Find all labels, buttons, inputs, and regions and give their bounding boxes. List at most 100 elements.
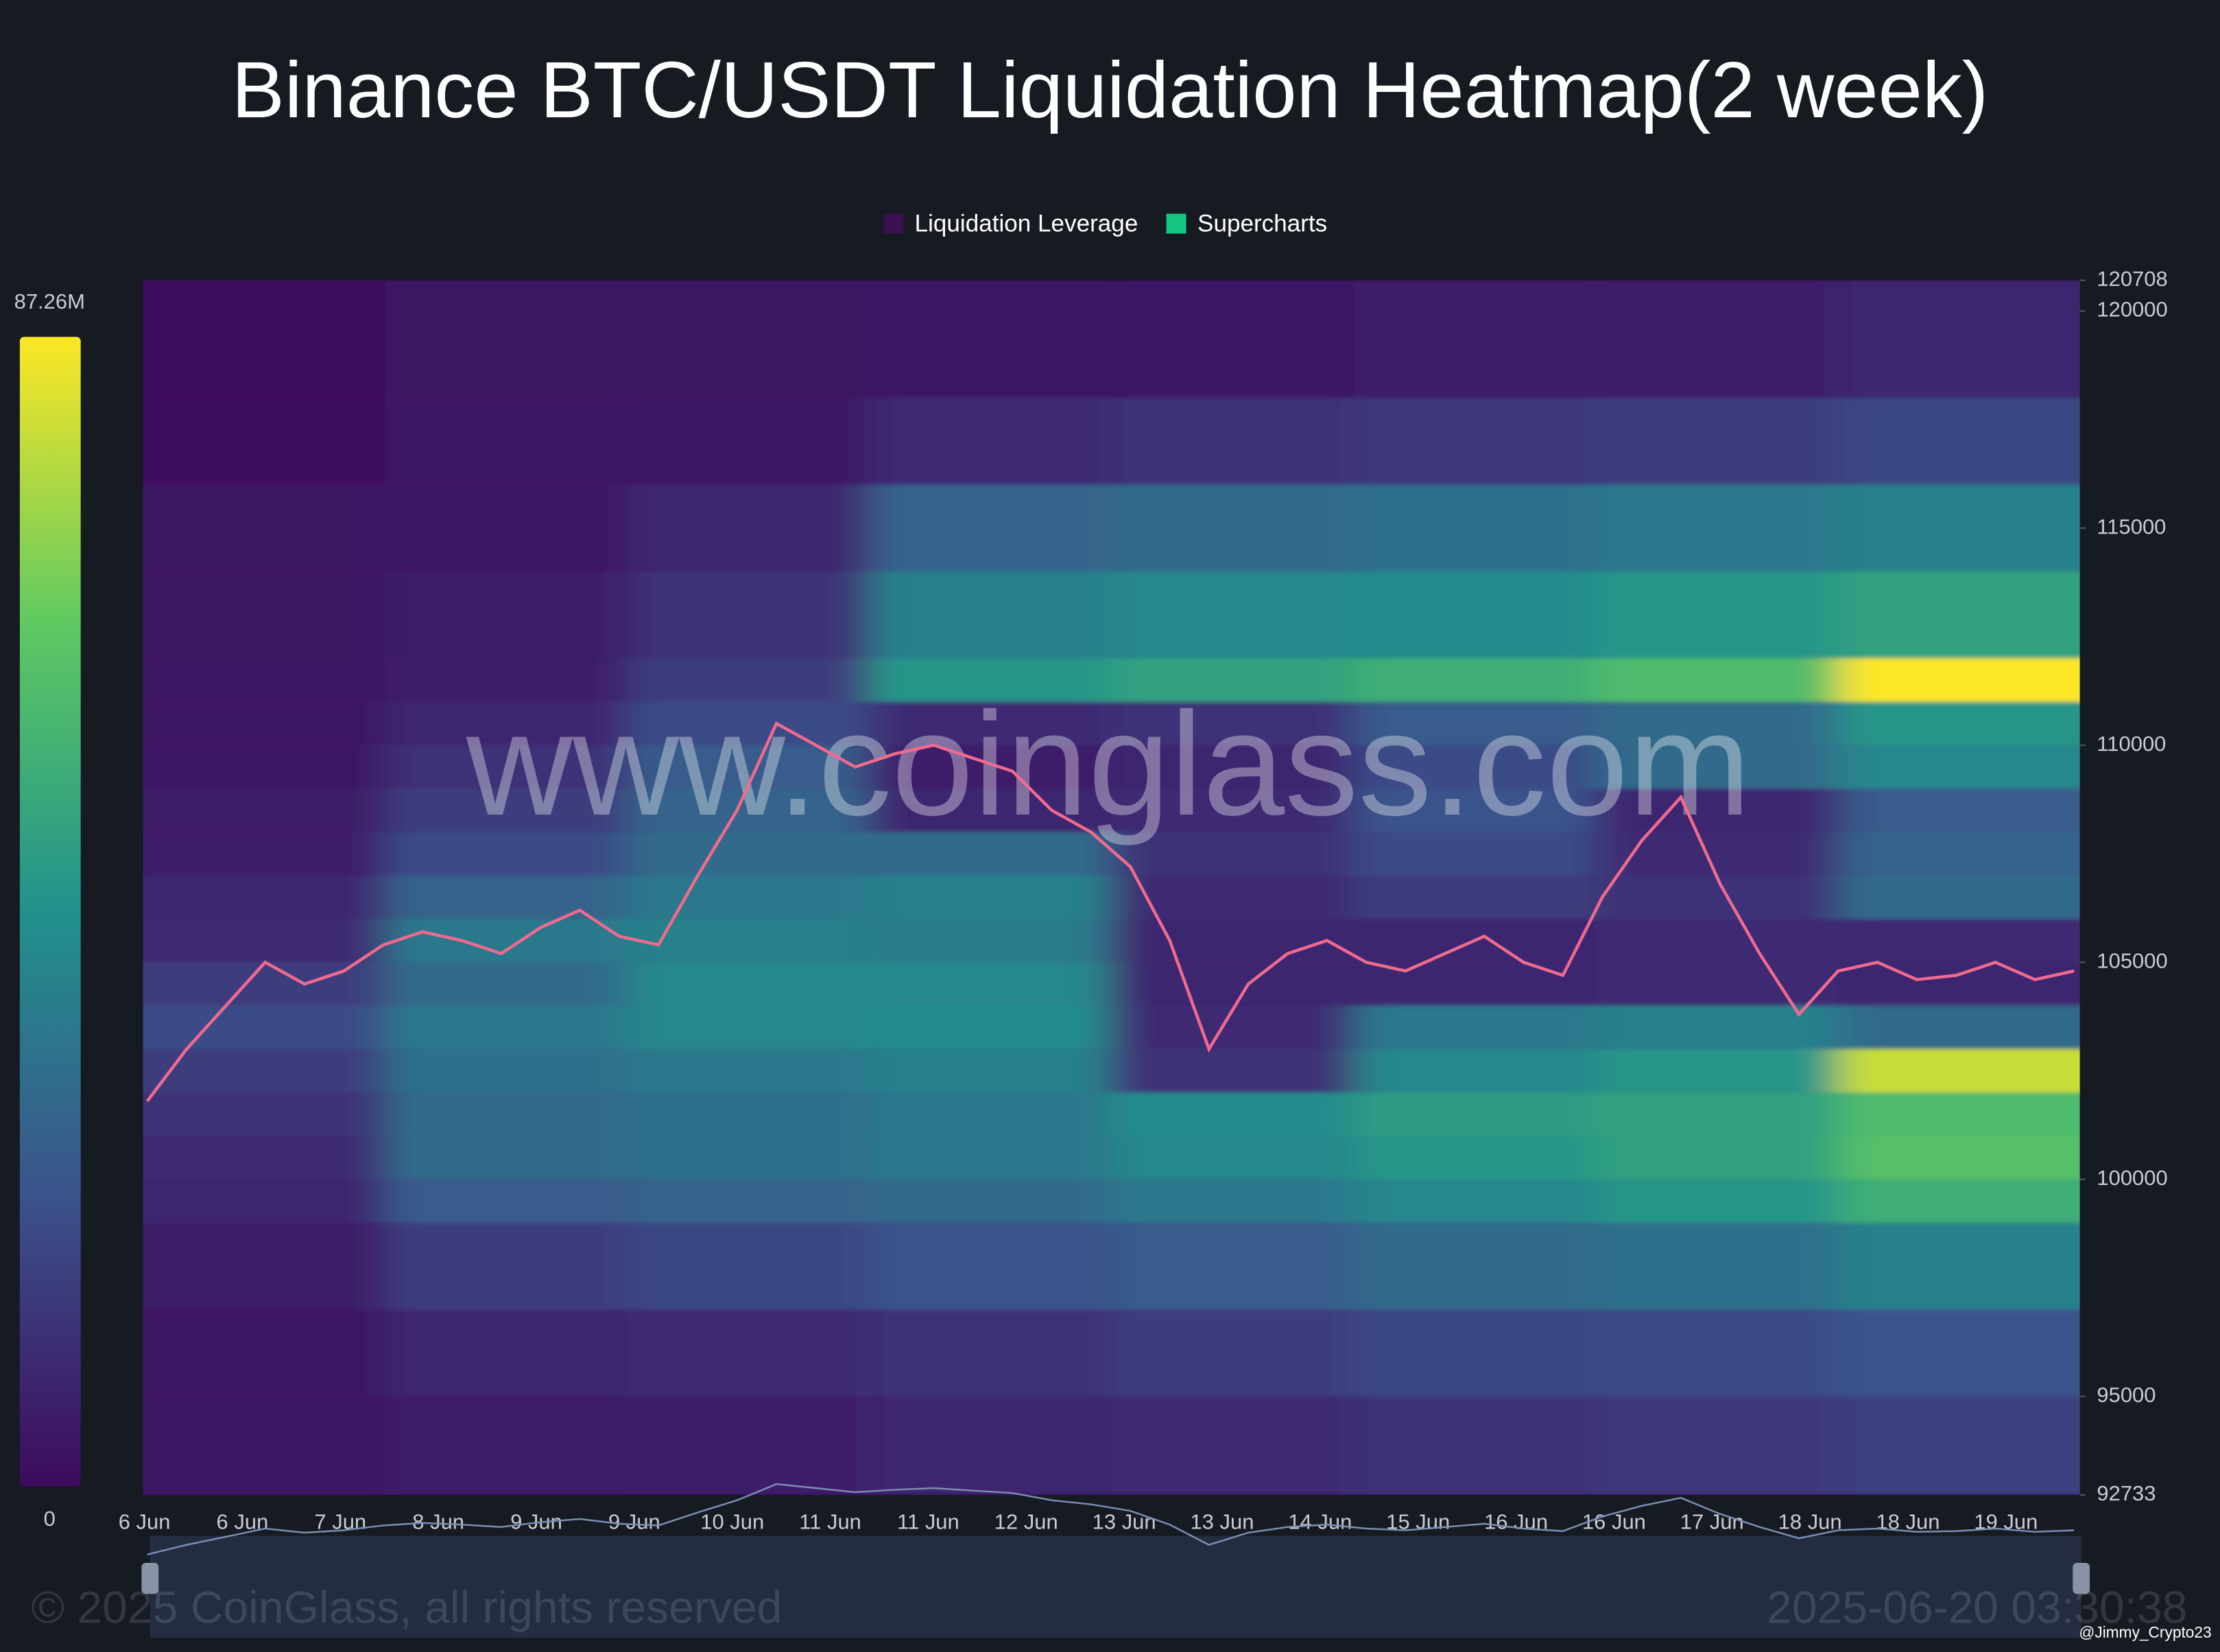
heat-cell — [1111, 788, 1354, 833]
y-tick-label: 115000 — [2097, 514, 2166, 538]
heat-cell — [385, 702, 628, 745]
heat-cell — [869, 398, 1112, 485]
heat-cell — [1837, 832, 2080, 876]
heat-cell — [1595, 1396, 1838, 1495]
heat-cell — [627, 788, 870, 833]
heat-cell — [1837, 1049, 2080, 1093]
heat-cell — [1111, 918, 1354, 963]
legend-swatch — [1166, 213, 1186, 234]
heat-cell — [1837, 658, 2080, 702]
heat-cell — [627, 571, 870, 659]
timestamp: 2025-06-20 03:30:38 — [1767, 1582, 2187, 1633]
heat-cell — [627, 1309, 870, 1397]
heat-cell — [1111, 1136, 1354, 1180]
heat-cell — [1111, 1092, 1354, 1136]
heat-cell — [1837, 1005, 2080, 1049]
heat-cell — [1837, 1136, 2080, 1180]
heat-cell — [385, 1092, 628, 1136]
heat-cell — [627, 484, 870, 572]
heat-cell — [143, 1179, 385, 1223]
heat-cell — [869, 1005, 1112, 1049]
heat-cell — [1111, 658, 1354, 702]
heat-cell — [627, 1396, 870, 1495]
heat-cell — [1111, 571, 1354, 659]
heat-cell — [869, 1223, 1112, 1310]
x-tick-label: 17 Jun — [1680, 1509, 1744, 1533]
heat-cell — [627, 1223, 870, 1310]
heat-cell — [627, 1049, 870, 1093]
heat-cell — [385, 1396, 628, 1495]
x-tick-label: 8 Jun — [412, 1509, 464, 1533]
heat-cell — [1595, 832, 1838, 876]
color-tick-label: 87.26M — [14, 289, 85, 313]
heat-cell — [1595, 1049, 1838, 1093]
heat-cell — [869, 788, 1112, 833]
heat-cell — [869, 1049, 1112, 1093]
heat-cell — [1353, 745, 1596, 789]
heat-cell — [1595, 484, 1838, 572]
navigator-handle[interactable] — [2073, 1562, 2090, 1594]
navigator-line — [147, 1483, 2075, 1555]
heat-cell — [1837, 398, 2080, 485]
heat-cell — [385, 962, 628, 1006]
heat-cell — [869, 918, 1112, 963]
heat-cell — [627, 398, 870, 485]
heatmap — [143, 280, 2080, 1495]
y-tick-label: 105000 — [2097, 948, 2167, 972]
heat-cell — [143, 1005, 385, 1049]
heat-cell — [143, 702, 385, 745]
heat-cell — [627, 832, 870, 876]
heat-cell — [1837, 1309, 2080, 1397]
heat-cell — [627, 702, 870, 745]
heat-cell — [869, 1092, 1112, 1136]
heat-cell — [143, 745, 385, 789]
heat-cell — [1837, 484, 2080, 572]
heat-cell — [143, 1223, 385, 1310]
heat-cell — [1111, 398, 1354, 485]
heat-cell — [385, 832, 628, 876]
heat-cell — [1111, 1396, 1354, 1495]
heat-cell — [869, 875, 1112, 919]
heat-cell — [1837, 1396, 2080, 1495]
heat-cell — [143, 280, 385, 398]
legend-label: Liquidation Leverage — [915, 210, 1138, 237]
y-tick-label: 120000 — [2097, 298, 2167, 322]
heat-cell — [143, 658, 385, 702]
chart-title: Binance BTC/USDT Liquidation Heatmap(2 w… — [232, 46, 1988, 134]
heat-cell — [627, 962, 870, 1006]
heat-cell — [385, 1005, 628, 1049]
heat-cell — [627, 1092, 870, 1136]
heat-cell — [1111, 745, 1354, 789]
price-line — [145, 721, 2075, 1103]
heat-cell — [1111, 1179, 1354, 1223]
heat-cell — [1595, 571, 1838, 659]
heat-cell — [1353, 1223, 1596, 1310]
x-tick-label: 18 Jun — [1778, 1509, 1842, 1533]
heat-cell — [1353, 1136, 1596, 1180]
heat-cell — [1837, 918, 2080, 963]
heat-cell — [1837, 702, 2080, 745]
x-tick-label: 10 Jun — [700, 1509, 764, 1533]
y-tick-label: 110000 — [2097, 732, 2166, 756]
y-tick-label: 92733 — [2097, 1481, 2156, 1505]
heat-cell — [869, 658, 1112, 702]
heat-cell — [385, 571, 628, 659]
heat-cell — [869, 1179, 1112, 1223]
heat-cell — [1353, 1049, 1596, 1093]
heat-cell — [1353, 280, 1596, 398]
heat-cell — [1837, 962, 2080, 1006]
heat-cell — [1837, 280, 2080, 398]
heat-cell — [385, 1223, 628, 1310]
heat-cell — [143, 1136, 385, 1180]
heat-cell — [1595, 658, 1838, 702]
heat-cells — [143, 280, 2080, 1495]
legend-label: Supercharts — [1197, 210, 1327, 237]
heat-cell — [1595, 398, 1838, 485]
navigator-handle[interactable] — [141, 1562, 159, 1594]
heat-cell — [627, 1179, 870, 1223]
heat-cell — [385, 918, 628, 963]
color-tick-label: 0 — [44, 1507, 56, 1531]
heat-cell — [1353, 398, 1596, 485]
heat-cell — [385, 875, 628, 919]
heat-cell — [1111, 1223, 1354, 1310]
